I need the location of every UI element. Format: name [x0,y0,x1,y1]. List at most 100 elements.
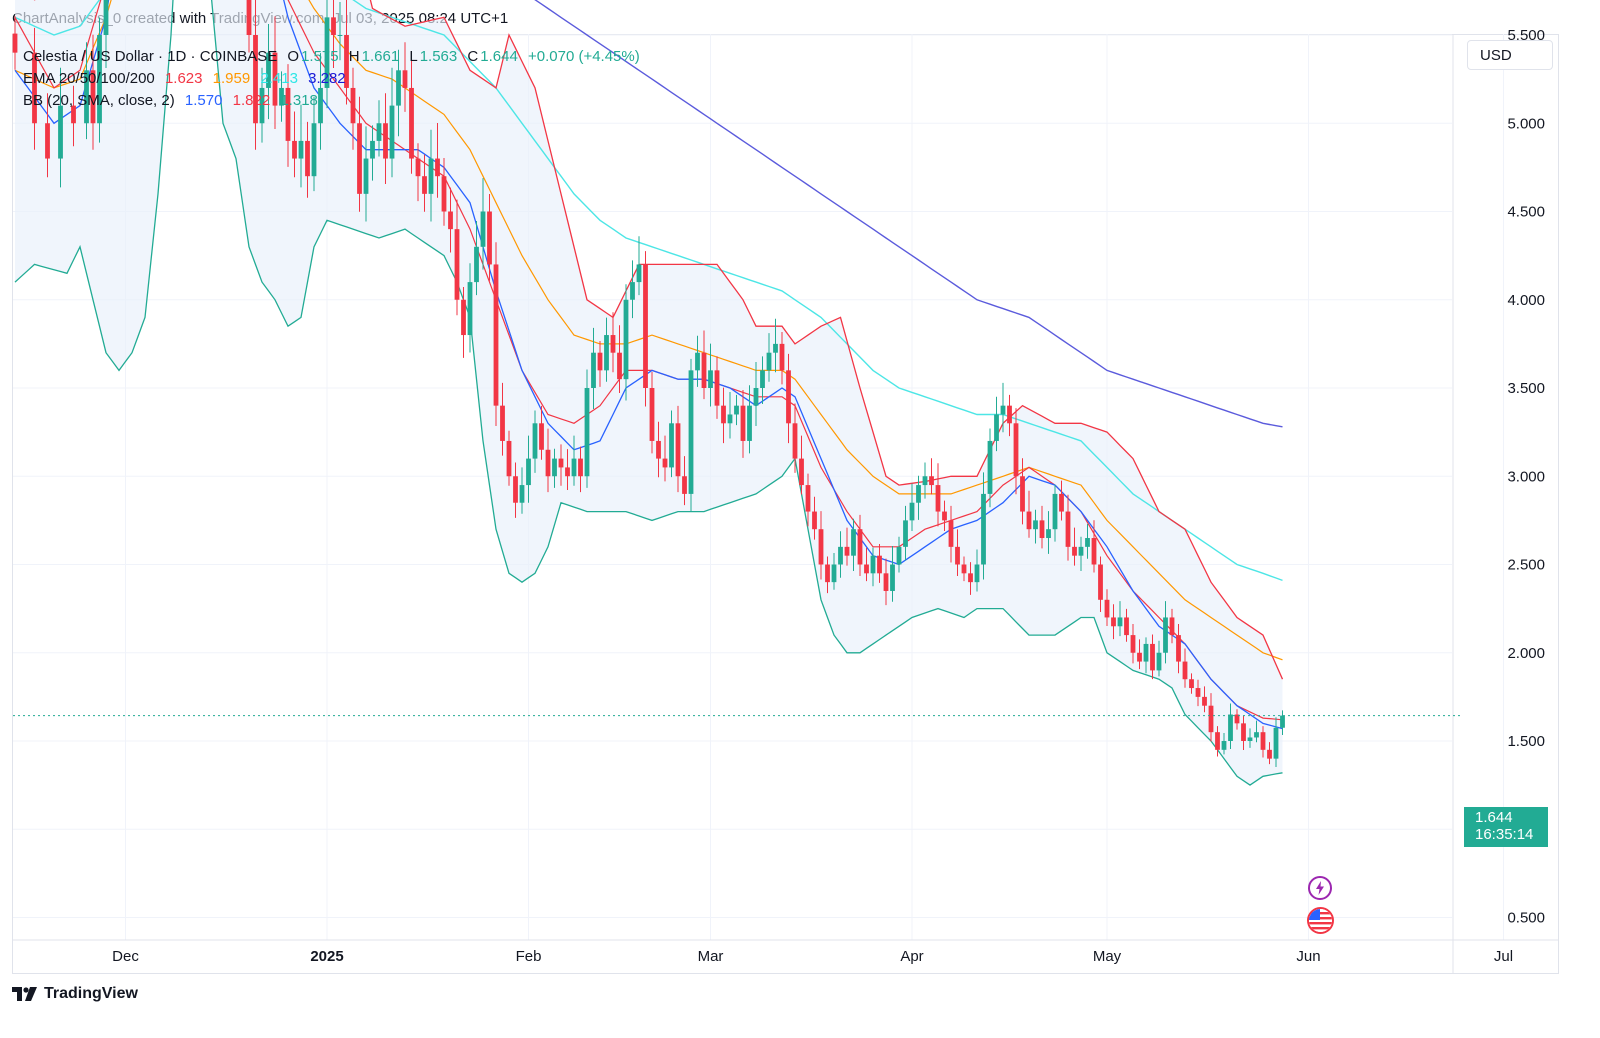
candlestick[interactable] [1267,742,1272,765]
candlestick[interactable] [357,96,362,212]
candlestick[interactable] [682,456,687,506]
candlestick[interactable] [974,549,980,592]
candlestick[interactable] [331,0,336,69]
candlestick[interactable] [1078,536,1084,571]
candlestick[interactable] [675,405,681,493]
candlestick[interactable] [786,353,791,444]
candlestick[interactable] [903,505,908,561]
candlestick[interactable] [318,53,323,150]
bb-label[interactable]: BB (20, SMA, close, 2) [23,92,175,109]
candlestick[interactable] [539,405,544,460]
candlestick[interactable] [805,473,811,527]
candlestick[interactable] [71,85,76,147]
candlestick[interactable] [734,394,739,426]
legend-ema-row[interactable]: EMA 20/50/100/200 1.623 1.959 2.413 3.28… [23,68,642,90]
candlestick[interactable] [812,496,817,540]
tradingview-logo[interactable]: TradingView [12,985,138,1003]
candlestick[interactable] [253,0,258,150]
candlestick[interactable] [1046,511,1051,554]
candlestick[interactable] [12,16,18,70]
candlestick[interactable] [1215,726,1220,757]
candlestick[interactable] [337,1,343,61]
candlestick[interactable] [701,330,707,400]
candlestick[interactable] [272,16,278,130]
candlestick[interactable] [1020,458,1025,525]
candlestick[interactable] [454,199,460,316]
candlestick[interactable] [480,178,486,270]
candlestick[interactable] [532,410,538,473]
candlestick[interactable] [1000,382,1006,433]
candlestick[interactable] [688,358,694,512]
candlestick[interactable] [753,362,759,427]
candlestick[interactable] [1228,703,1233,749]
currency-selector[interactable]: USD [1467,40,1553,70]
candlestick[interactable] [1026,490,1032,538]
candlestick[interactable] [259,67,265,143]
candlestick[interactable] [103,0,109,69]
candlestick[interactable] [1169,608,1175,644]
candlestick[interactable] [825,556,830,594]
candlestick[interactable] [493,242,499,427]
candlestick[interactable] [623,284,629,401]
candlestick[interactable] [870,547,876,587]
symbol-label[interactable]: Celestia / US Dollar · 1D · COINBASE [23,48,278,65]
candlestick[interactable] [435,122,440,198]
candlestick[interactable] [942,500,947,532]
candlestick[interactable] [350,67,356,150]
candlestick[interactable] [864,547,869,582]
candlestick[interactable] [1124,608,1129,642]
candlestick[interactable] [831,553,837,590]
legend-bb-row[interactable]: BB (20, SMA, close, 2) 1.570 1.822 1.318 [23,90,642,112]
candlestick[interactable] [461,287,466,358]
candlestick[interactable] [695,335,700,387]
candlestick[interactable] [402,42,408,112]
candlestick[interactable] [714,356,720,419]
candlestick[interactable] [578,446,583,493]
candlestick[interactable] [1176,623,1181,674]
candlestick[interactable] [610,312,616,373]
candlestick[interactable] [526,435,531,503]
candlestick[interactable] [90,34,96,150]
candlestick[interactable] [799,435,804,495]
candlestick[interactable] [851,518,856,571]
candlestick[interactable] [246,0,252,53]
candlestick[interactable] [311,96,317,192]
candlestick[interactable] [1013,408,1019,495]
candlestick[interactable] [669,410,674,478]
candlestick[interactable] [1202,686,1207,713]
candlestick[interactable] [961,556,967,582]
candlestick[interactable] [630,260,635,319]
candlestick[interactable] [617,325,622,393]
candlestick[interactable] [656,421,661,478]
candlestick[interactable] [1098,556,1103,612]
candlestick[interactable] [773,318,778,373]
candlestick[interactable] [883,558,889,606]
candlestick[interactable] [487,194,492,281]
candlestick[interactable] [1189,673,1194,694]
candlestick[interactable] [1039,505,1045,549]
candlestick[interactable] [441,157,447,226]
candlestick[interactable] [987,428,993,508]
candlestick[interactable] [844,527,850,566]
candlestick[interactable] [896,536,902,573]
candlestick[interactable] [1254,720,1259,743]
candlestick[interactable] [396,49,401,137]
candlestick[interactable] [266,24,271,120]
candlestick[interactable] [1163,601,1168,664]
lightning-event-icon[interactable] [1308,876,1332,900]
candlestick[interactable] [877,543,882,583]
candlestick[interactable] [1085,523,1090,559]
candlestick[interactable] [1260,726,1266,758]
candlestick[interactable] [363,126,369,222]
candlestick[interactable] [84,42,89,140]
candlestick[interactable] [344,0,349,105]
candlestick[interactable] [552,448,557,488]
candlestick[interactable] [597,340,603,387]
candlestick[interactable] [506,430,512,486]
candlestick[interactable] [948,505,954,563]
candlestick[interactable] [545,428,551,493]
candlestick[interactable] [1033,509,1038,544]
candlestick[interactable] [558,444,564,486]
candlestick[interactable] [279,71,284,122]
candlestick[interactable] [474,220,479,296]
